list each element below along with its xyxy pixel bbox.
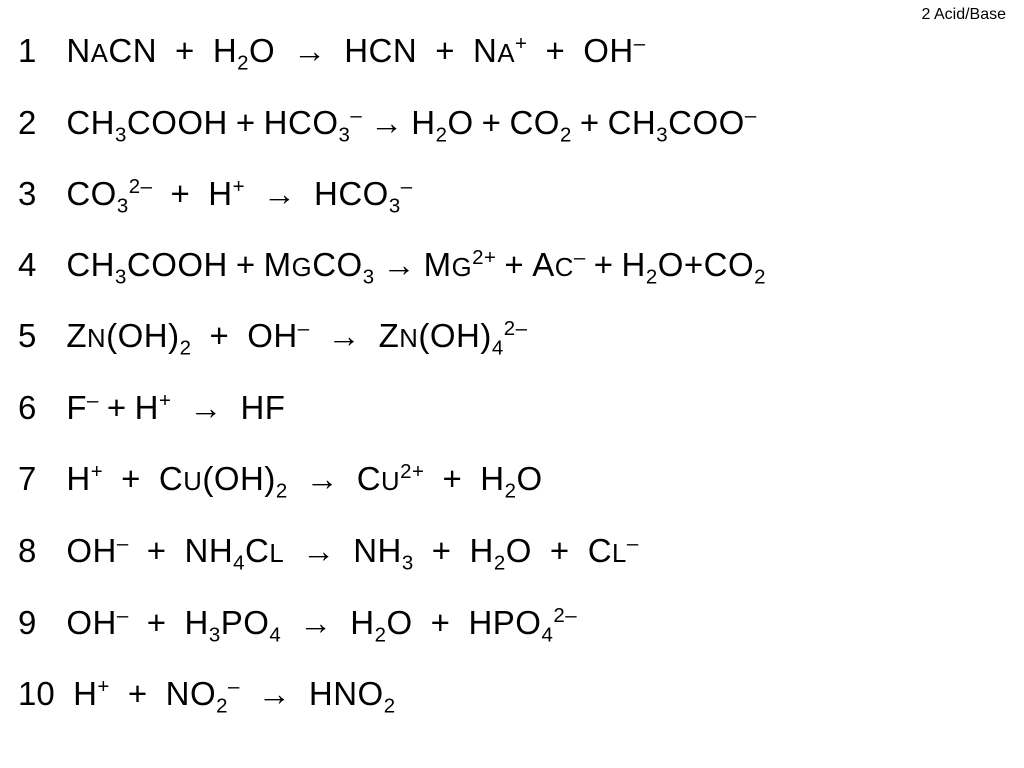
equation-number: 1 [18, 34, 48, 67]
arrow-icon: → [306, 460, 339, 497]
arrow-icon: → [299, 604, 332, 641]
reactants: H++CU(OH)2 [66, 460, 287, 497]
products: CU2++H2O [357, 460, 543, 497]
equation-row: 2 CH3COOH+HCO3–→H2O+CO2+CH3COO– [18, 106, 1014, 139]
equation-number: 6 [18, 391, 48, 424]
arrow-icon: → [263, 175, 296, 212]
products: H2O+HPO42– [350, 604, 577, 641]
reactants: F–+H+ [66, 389, 171, 426]
arrow-icon: → [328, 317, 361, 354]
products: HCN+NA++OH– [344, 32, 645, 69]
products: MG2++AC–+H2O+CO2 [424, 246, 766, 283]
products: ZN(OH)42– [379, 317, 528, 354]
reactants: H++NO2– [73, 675, 240, 712]
equation-number: 9 [18, 606, 48, 639]
reactants: NACN+H2O [66, 32, 275, 69]
arrow-icon: → [302, 532, 335, 569]
equation-number: 2 [18, 106, 48, 139]
products: HF [240, 389, 285, 426]
equation-number: 5 [18, 319, 48, 352]
equation-row: 1 NACN+H2O → HCN+NA++OH– [18, 34, 1014, 68]
reactants: CO32–+H+ [66, 175, 245, 212]
equation-row: 10 H++NO2– → HNO2 [18, 677, 1014, 710]
arrow-icon: → [189, 389, 222, 426]
equation-list: 1 NACN+H2O→HCN+NA++OH–2 CH3COOH+HCO3–→H2… [18, 34, 1014, 748]
header-label: 2 Acid/Base [922, 6, 1007, 23]
equation-number: 4 [18, 248, 48, 281]
equation-row: 7 H++CU(OH)2 → CU2++H2O [18, 462, 1014, 496]
reactants: OH–+NH4CL [66, 532, 284, 569]
products: HCO3– [314, 175, 413, 212]
reactants: OH–+H3PO4 [66, 604, 281, 641]
equation-number: 8 [18, 534, 48, 567]
equation-row: 4 CH3COOH+MGCO3→MG2++AC–+H2O+CO2 [18, 248, 1014, 282]
equation-row: 8 OH–+NH4CL → NH3+H2O+CL– [18, 534, 1014, 568]
reactants: CH3COOH+HCO3– [66, 104, 362, 141]
equation-row: 6 F–+H+ → HF [18, 391, 1014, 424]
arrow-icon: → [258, 675, 291, 712]
products: HNO2 [309, 675, 396, 712]
arrow-icon: → [293, 32, 326, 69]
equation-number: 7 [18, 462, 48, 495]
arrow-icon: → [383, 246, 416, 283]
products: NH3+H2O+CL– [353, 532, 639, 569]
equation-number: 10 [18, 677, 55, 710]
products: H2O+CO2+CH3COO– [411, 104, 756, 141]
equation-number: 3 [18, 177, 48, 210]
equation-row: 9 OH–+H3PO4 → H2O+HPO42– [18, 606, 1014, 639]
reactants: ZN(OH)2+OH– [66, 317, 309, 354]
equation-row: 3 CO32–+H+ → HCO3– [18, 177, 1014, 210]
equation-row: 5 ZN(OH)2+OH– → ZN(OH)42– [18, 319, 1014, 353]
arrow-icon: → [370, 104, 403, 141]
reactants: CH3COOH+MGCO3 [66, 246, 374, 283]
page-header: 2 Acid/Base [922, 6, 1007, 24]
